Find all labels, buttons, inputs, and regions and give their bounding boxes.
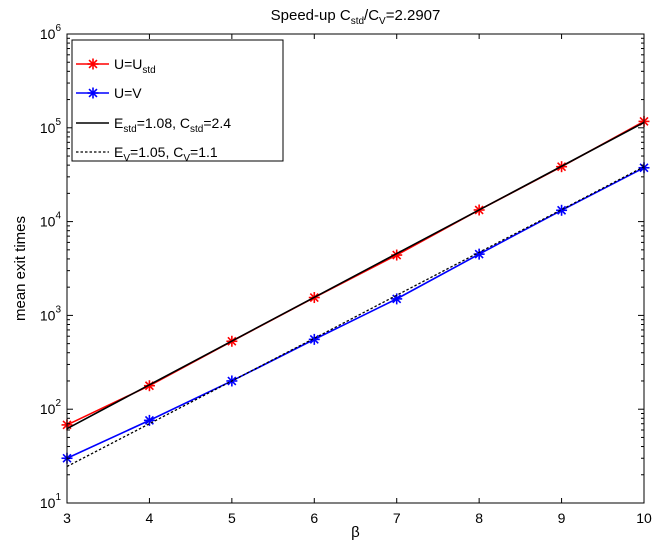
data-point-uv [556, 204, 568, 216]
legend-entry-fit_v: EV=1.05, CV=1.1 [114, 144, 218, 164]
x-axis-label: β [351, 524, 360, 541]
y-tick-label: 101 [40, 492, 62, 511]
data-point-uv [391, 293, 403, 305]
y-tick-label: 105 [40, 117, 62, 136]
legend-entry-fit_std: Estd=1.08, Cstd=2.4 [114, 115, 231, 135]
x-tick-label: 7 [393, 510, 401, 526]
legend-box [71, 39, 284, 162]
x-tick-label: 10 [636, 510, 652, 526]
legend-marker-uv [87, 87, 99, 99]
x-tick-label: 6 [310, 510, 318, 526]
data-point-uv [473, 248, 485, 260]
data-point-uv [143, 414, 155, 426]
legend-entry-uv: U=V [114, 85, 142, 101]
x-tick-label: 8 [475, 510, 483, 526]
axes [66, 33, 645, 504]
legend: U=Ustd U=V Estd=1.08, Cstd=2.4 EV=1.05, CV=… [71, 39, 284, 164]
series-line-uv [66, 167, 645, 459]
axes-box [66, 33, 645, 504]
x-tick-label: 9 [558, 510, 566, 526]
labels: 3 4 5 6 7 8 9 10 101 102 103 104 105 106 Speed-up Cstd… [12, 7, 652, 541]
x-tick-label: 5 [228, 510, 236, 526]
y-tick-label: 104 [40, 211, 62, 230]
y-tick-label: 102 [40, 398, 62, 417]
legend-entry-ustd: U=Ustd [114, 56, 156, 76]
series-layer [61, 115, 650, 468]
y-tick-label: 103 [40, 304, 62, 323]
x-tick-label: 4 [146, 510, 154, 526]
series-line-fit_std [66, 121, 645, 430]
chart-title: Speed-up Cstd/CV=2.2907 [271, 7, 441, 27]
x-tick-label: 3 [63, 510, 71, 526]
legend-marker-ustd [87, 58, 99, 70]
data-point-uv [308, 333, 320, 345]
series-line-fit_v [66, 166, 645, 468]
y-axis-label: mean exit times [12, 216, 29, 321]
y-tick-label: 106 [40, 23, 62, 42]
